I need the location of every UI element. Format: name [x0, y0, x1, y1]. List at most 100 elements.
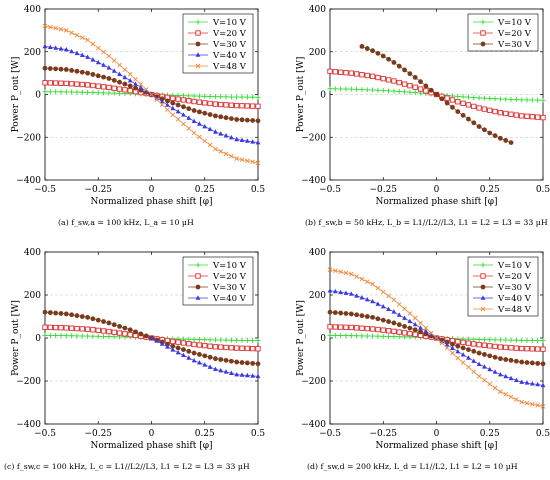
data-point [380, 88, 386, 94]
y-tick-label: −200 [16, 133, 41, 143]
data-point [471, 95, 477, 101]
data-point [191, 118, 197, 124]
data-point [170, 343, 176, 349]
data-point [223, 344, 229, 351]
data-point [396, 63, 402, 69]
data-point [186, 341, 192, 347]
caption-c: (c) f_sw,c = 100 kHz, L_c = L1//L2//L3, … [4, 462, 250, 471]
data-point [79, 35, 85, 40]
data-point [47, 324, 53, 331]
y-tick-label: 0 [35, 91, 41, 101]
data-point [149, 92, 154, 97]
data-point [239, 372, 245, 377]
legend-label: V=20 V [212, 272, 247, 282]
legend-label: V=10 V [497, 261, 532, 271]
x-tick-label: 0.5 [536, 185, 550, 195]
data-point [197, 352, 202, 357]
data-point [101, 74, 106, 80]
y-tick-label: 200 [24, 48, 41, 58]
data-point [191, 350, 197, 356]
data-point [122, 331, 128, 337]
data-point [122, 325, 128, 331]
data-point [111, 68, 117, 73]
data-point [359, 44, 365, 49]
data-point [223, 357, 229, 363]
data-point [455, 355, 461, 361]
x-tick-label: −0.25 [84, 185, 112, 195]
data-point [74, 50, 80, 56]
data-point [90, 327, 96, 333]
data-point [90, 333, 96, 339]
data-point [47, 80, 53, 86]
data-point [375, 87, 381, 93]
data-point [386, 319, 391, 324]
data-point [481, 106, 488, 112]
data-point [239, 94, 245, 100]
data-point [74, 68, 80, 74]
data-point [138, 331, 144, 337]
data-point [79, 52, 85, 58]
y-tick-label: 200 [24, 291, 41, 301]
y-tick-label: −200 [301, 133, 326, 143]
data-point [476, 342, 482, 348]
legend-marker [480, 284, 486, 290]
legend-box [467, 13, 539, 52]
data-point [503, 110, 509, 117]
data-point [101, 62, 106, 67]
data-point [68, 325, 75, 331]
data-point [513, 337, 519, 343]
data-point [154, 338, 160, 343]
data-point [255, 94, 261, 100]
data-point [354, 333, 360, 339]
data-point [74, 325, 80, 332]
data-point [348, 271, 354, 277]
data-point [423, 325, 429, 331]
series-V=30 V [359, 44, 514, 145]
series-V=20 V [42, 324, 261, 352]
x-axis-label: Normalized phase shift [φ] [375, 441, 497, 451]
data-point [111, 58, 117, 63]
data-point [508, 96, 514, 102]
data-point [175, 102, 181, 108]
data-point [186, 115, 192, 120]
data-point [514, 397, 519, 402]
data-point [380, 327, 386, 333]
data-point [165, 344, 170, 349]
x-tick-label: 0 [149, 185, 155, 195]
data-point [535, 381, 541, 387]
data-point [455, 339, 461, 345]
data-point [434, 92, 439, 97]
data-point [42, 309, 48, 315]
data-point [223, 337, 229, 343]
data-point [465, 102, 472, 108]
data-point [327, 332, 333, 338]
data-point [218, 131, 224, 136]
data-point [106, 65, 112, 70]
data-point [364, 314, 370, 319]
caption-b: (b) f_sw,b = 50 kHz, L_b = L1//L2//L3, L… [305, 218, 548, 227]
data-point [460, 339, 466, 346]
data-point [455, 93, 461, 99]
x-tick-label: 0.25 [480, 429, 500, 439]
data-point [117, 79, 122, 85]
data-point [127, 88, 133, 94]
data-point [255, 373, 261, 379]
data-point [149, 335, 154, 340]
data-point [529, 114, 536, 120]
legend-marker [480, 306, 486, 312]
data-point [191, 108, 197, 113]
series-V=20 V [327, 68, 546, 121]
legend-marker [195, 273, 201, 279]
data-point [386, 333, 392, 339]
data-point [53, 25, 58, 31]
data-point [418, 320, 423, 326]
data-point [460, 360, 466, 365]
data-point [466, 355, 471, 360]
data-point [234, 117, 240, 122]
data-point [165, 107, 170, 113]
x-axis-label: Normalized phase shift [φ] [375, 197, 497, 207]
data-point [245, 158, 250, 164]
data-point [327, 309, 333, 315]
data-point [498, 135, 503, 141]
data-point [117, 62, 122, 68]
